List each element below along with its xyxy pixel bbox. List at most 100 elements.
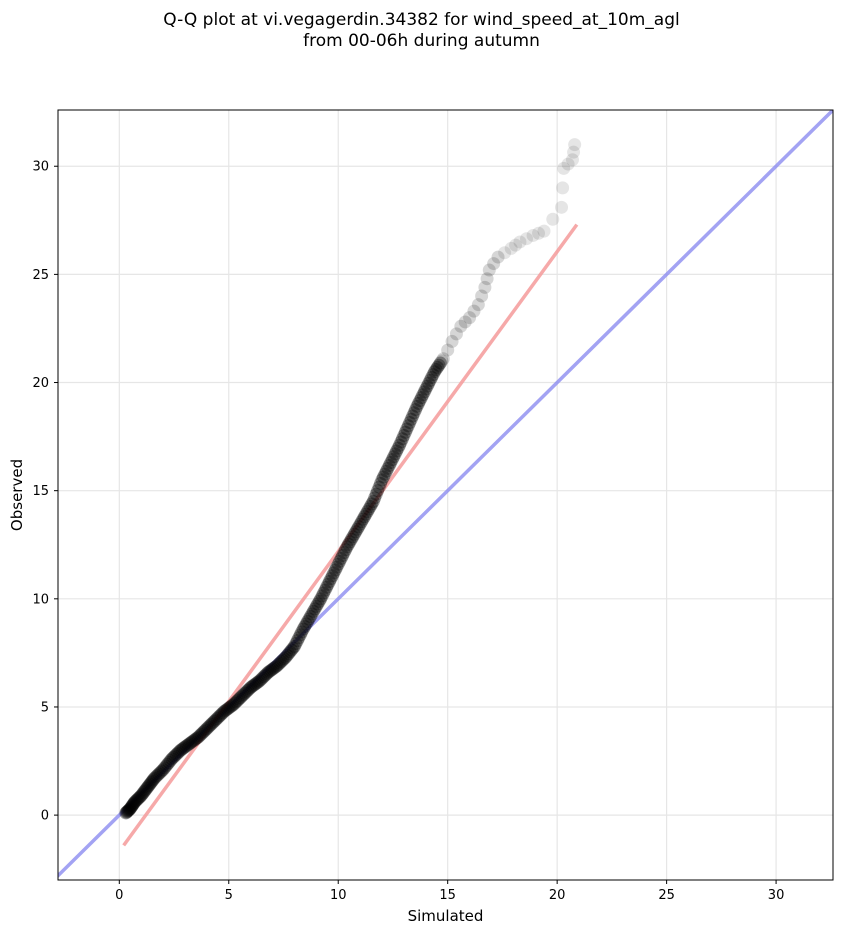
qq-point: [287, 639, 301, 653]
qq-point: [219, 703, 233, 717]
qq-point: [436, 352, 450, 366]
qq-point: [132, 791, 146, 805]
qq-point: [152, 767, 166, 781]
y-tick-label: 20: [32, 376, 49, 391]
qq-point: [426, 368, 440, 382]
qq-point: [349, 525, 363, 539]
qq-point: [135, 787, 149, 801]
qq-point: [445, 334, 459, 348]
qq-point: [458, 315, 472, 329]
qq-point: [188, 732, 202, 746]
qq-point: [264, 663, 278, 677]
qq-point: [363, 500, 377, 514]
qq-point: [390, 444, 404, 458]
qq-point: [339, 543, 353, 557]
qq-point: [537, 224, 551, 238]
qq-point: [260, 667, 274, 681]
qq-point: [315, 589, 329, 603]
qq-point: [178, 740, 192, 754]
qq-point: [362, 502, 376, 516]
x-tick-label: 30: [768, 888, 785, 903]
qq-point: [257, 670, 271, 684]
qq-point: [292, 631, 306, 645]
qq-point: [346, 530, 360, 544]
qq-point: [209, 713, 223, 727]
qq-point: [299, 617, 313, 631]
qq-point: [449, 327, 463, 341]
qq-point: [391, 441, 405, 455]
y-tick-label: 5: [41, 700, 49, 715]
qq-point: [565, 153, 579, 167]
qq-point: [159, 759, 173, 773]
qq-point: [276, 653, 290, 667]
qq-point: [119, 806, 133, 820]
qq-point: [126, 797, 140, 811]
qq-point: [268, 660, 282, 674]
qq-point: [128, 795, 142, 809]
qq-point: [286, 641, 300, 655]
qq-point: [177, 741, 191, 755]
qq-point: [236, 688, 250, 702]
qq-point: [487, 257, 501, 271]
qq-point: [331, 557, 345, 571]
qq-point: [244, 681, 258, 694]
qq-point: [401, 419, 415, 433]
qq-point: [353, 517, 367, 531]
qq-point: [155, 764, 169, 778]
qq-point: [279, 650, 293, 664]
qq-point: [120, 805, 134, 819]
qq-point: [422, 376, 436, 390]
qq-point: [366, 494, 380, 508]
chart-title-line2: from 00-06h during autumn: [303, 31, 540, 51]
qq-point: [387, 450, 401, 464]
qq-point: [139, 783, 153, 797]
qq-point: [384, 456, 398, 470]
qq-point: [428, 365, 442, 379]
qq-point: [166, 750, 180, 764]
qq-point: [200, 722, 214, 736]
qq-point: [228, 696, 242, 710]
qq-point: [334, 551, 348, 565]
qq-point: [532, 226, 546, 240]
qq-point: [145, 774, 159, 788]
qq-point: [222, 701, 236, 715]
qq-point: [163, 754, 177, 768]
qq-point: [414, 391, 428, 405]
qq-point: [172, 745, 186, 759]
qq-point: [395, 432, 409, 446]
qq-point: [355, 515, 369, 529]
qq-point: [320, 580, 334, 594]
qq-point: [185, 735, 199, 749]
qq-point: [204, 717, 218, 731]
qq-point: [210, 712, 224, 726]
qq-point: [239, 685, 253, 699]
qq-point: [385, 453, 399, 467]
qq-point: [407, 406, 421, 420]
qq-point: [301, 615, 315, 629]
x-tick-label: 10: [330, 888, 347, 903]
qq-point: [283, 645, 297, 659]
qq-point: [207, 714, 221, 728]
qq-point: [140, 781, 154, 795]
qq-point: [480, 272, 494, 286]
qq-point: [467, 304, 481, 318]
qq-point: [266, 662, 280, 676]
qq-point: [255, 671, 269, 685]
x-tick-label: 5: [225, 888, 233, 903]
qq-point: [143, 777, 157, 791]
qq-point: [120, 805, 134, 819]
qq-point: [123, 802, 137, 816]
qq-point: [147, 771, 161, 785]
qq-point: [187, 733, 201, 747]
qq-point: [325, 569, 339, 583]
qq-point: [229, 695, 243, 709]
qq-point: [425, 370, 439, 384]
qq-point: [330, 560, 344, 574]
qq-point: [306, 604, 320, 618]
qq-point: [144, 776, 158, 790]
qq-point: [223, 700, 237, 714]
qq-point: [400, 422, 414, 436]
qq-point: [174, 743, 188, 757]
qq-point: [561, 157, 575, 171]
